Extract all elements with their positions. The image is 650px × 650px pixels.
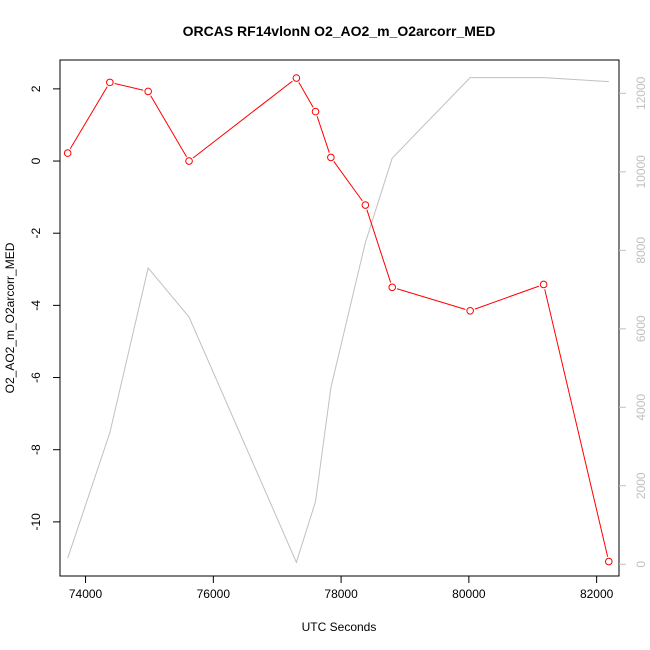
data-point — [388, 283, 397, 292]
series-segment-primary — [333, 161, 363, 202]
y2-tick-label: 12000 — [634, 76, 648, 110]
x-tick-label: 82000 — [580, 587, 614, 601]
series-segment-primary — [366, 209, 392, 283]
data-point — [604, 557, 613, 566]
data-point — [311, 107, 320, 116]
y2-axis: 0 2000 4000 6000 8000 10000 12000 — [619, 76, 648, 568]
data-point — [144, 87, 152, 96]
data-point — [63, 149, 72, 157]
series-segment-primary — [474, 285, 540, 310]
series-segment-primary — [69, 86, 108, 150]
x-tick-label: 76000 — [197, 587, 231, 601]
y-axis: -10 -8 -6 -4 -2 0 2 — [29, 85, 60, 531]
plot-frame — [59, 59, 620, 577]
series-segment-primary — [544, 289, 609, 557]
y-tick-label: 2 — [29, 85, 43, 92]
series-segment-primary — [114, 83, 144, 91]
y2-tick-label: 2000 — [634, 472, 648, 499]
y-tick-label: 0 — [29, 157, 43, 164]
data-point — [466, 306, 474, 315]
y-tick-label: -6 — [29, 372, 43, 383]
x-tick-label: 78000 — [324, 587, 358, 601]
series-segment-primary — [192, 80, 293, 159]
x-tick-label: 80000 — [452, 587, 486, 601]
data-point — [292, 74, 301, 82]
series-segment-primary — [150, 95, 187, 157]
y2-tick-label: 4000 — [634, 394, 648, 421]
x-axis-label: UTC Seconds — [302, 620, 377, 634]
x-axis: 74000 76000 78000 80000 82000 — [69, 576, 614, 601]
series-layer — [63, 74, 613, 566]
y2-tick-label: 10000 — [634, 155, 648, 189]
series-segment-primary — [396, 288, 466, 310]
y-axis-label: O2_AO2_m_O2arcorr_MED — [3, 242, 17, 393]
y2-tick-label: 0 — [634, 561, 648, 568]
data-point — [361, 201, 370, 209]
y-tick-label: -10 — [29, 513, 43, 531]
y-tick-label: -8 — [29, 444, 43, 455]
data-point — [185, 157, 193, 165]
chart-title: ORCAS RF14vlonN O2_AO2_m_O2arcorr_MED — [183, 23, 496, 39]
y2-tick-label: 8000 — [634, 237, 648, 264]
series-segment-primary — [316, 116, 330, 153]
y-tick-label: -4 — [29, 300, 43, 311]
series-segment-primary — [298, 82, 314, 108]
data-point — [106, 78, 114, 87]
data-point — [539, 280, 548, 289]
series-line-secondary — [67, 77, 609, 564]
y-tick-label: -2 — [29, 228, 43, 239]
y2-tick-label: 6000 — [634, 315, 648, 342]
data-point — [327, 153, 335, 162]
x-tick-label: 74000 — [69, 587, 103, 601]
